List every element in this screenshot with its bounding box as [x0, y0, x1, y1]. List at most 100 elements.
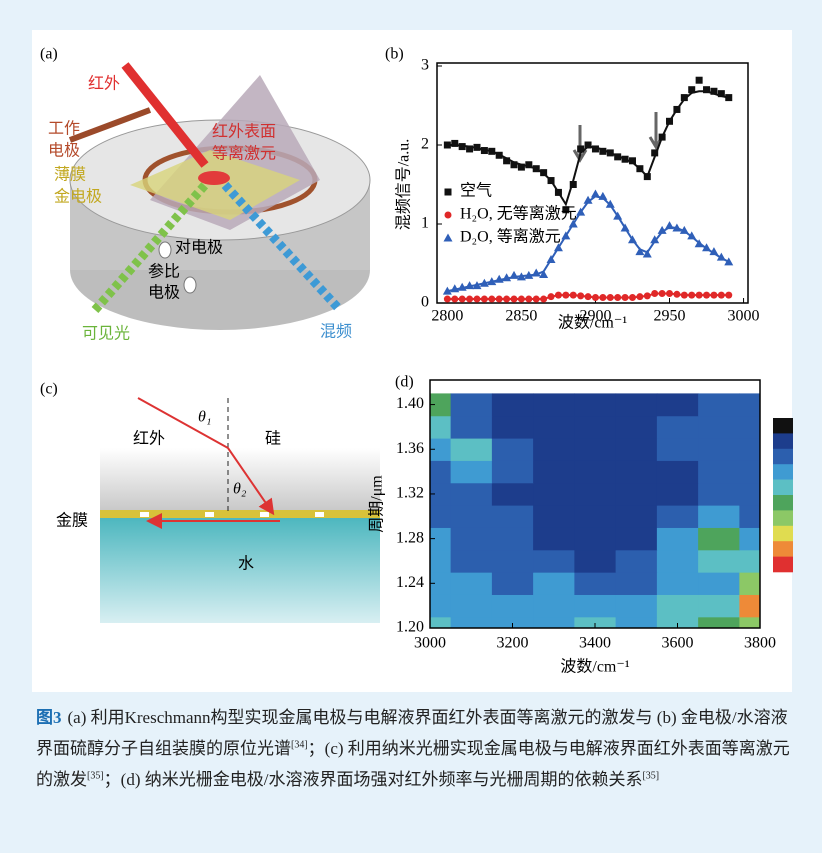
point: [496, 296, 503, 303]
point: [525, 296, 532, 303]
point: [666, 118, 673, 125]
reference: [35]: [642, 770, 659, 781]
contour-cell: [574, 393, 616, 416]
contour-cell: [698, 460, 740, 483]
contour-cell: [533, 483, 575, 506]
point: [444, 296, 451, 303]
contour-cell: [574, 483, 616, 506]
contour-cell: [698, 572, 740, 595]
contour-cell: [657, 594, 699, 617]
point: [533, 165, 540, 172]
y-tick-label: 1.36: [396, 440, 424, 457]
contour-cell: [533, 527, 575, 550]
point: [533, 296, 540, 303]
contour-cell: [533, 438, 575, 461]
point: [622, 156, 629, 163]
point: [466, 145, 473, 152]
contour-cell: [533, 594, 575, 617]
point: [599, 148, 606, 155]
point: [718, 292, 725, 299]
colorbar-cell: [773, 510, 793, 526]
point: [473, 296, 480, 303]
point: [548, 177, 555, 184]
point: [459, 296, 466, 303]
point: [562, 292, 569, 299]
hole: [184, 277, 196, 293]
label: 等离激元: [212, 145, 276, 163]
colorbar-cell: [773, 433, 793, 449]
contour-cell: [616, 527, 658, 550]
point: [644, 292, 651, 299]
colorbar-cell: [773, 449, 793, 465]
contour-cell: [574, 527, 616, 550]
point: [548, 293, 555, 300]
contour-cell: [574, 572, 616, 595]
contour-cell: [616, 572, 658, 595]
contour-cell: [698, 527, 740, 550]
label: 电极: [48, 142, 80, 160]
label: 电极: [148, 284, 180, 302]
point: [710, 88, 717, 95]
point: [503, 296, 510, 303]
point: [696, 292, 703, 299]
y-tick-label: 1.24: [396, 574, 424, 591]
contour-cell: [451, 527, 493, 550]
point: [570, 181, 577, 188]
point: [496, 152, 503, 159]
point: [622, 294, 629, 301]
point: [718, 90, 725, 97]
contour-cell: [533, 505, 575, 528]
point: [614, 153, 621, 160]
x-tick-label: 3000: [414, 635, 446, 652]
label: θ₁: [198, 409, 211, 426]
contour-cell: [451, 572, 493, 595]
figure: (a) 红外 工作 电极 红外表面 等离激元 薄膜 金电极 对电极 参比 电极 …: [0, 0, 822, 700]
panel-tag: (d): [395, 374, 414, 391]
point: [607, 149, 614, 156]
point: [599, 294, 606, 301]
colorbar-cell: [773, 557, 793, 573]
label: 金膜: [56, 512, 88, 530]
contour-cell: [657, 483, 699, 506]
x-tick-label: 3200: [497, 635, 529, 652]
contour-cell: [698, 550, 740, 573]
point: [688, 292, 695, 299]
contour-cell: [698, 483, 740, 506]
point: [570, 292, 577, 299]
point: [481, 147, 488, 154]
contour-cell: [657, 550, 699, 573]
point: [451, 296, 458, 303]
contour-cell: [492, 527, 534, 550]
slit: [315, 512, 324, 517]
slit: [260, 512, 269, 517]
contour-cell: [492, 505, 534, 528]
point: [466, 296, 473, 303]
point: [459, 143, 466, 150]
caption: 图3(a) 利用Kreschmann构型实现金属电极与电解液界面红外表面等离激元…: [36, 702, 792, 795]
contour-cell: [533, 460, 575, 483]
y-tick-label: 2: [421, 136, 429, 153]
point: [703, 86, 710, 93]
point: [673, 291, 680, 298]
y-tick-label: 1: [421, 215, 429, 232]
colorbar-cell: [773, 480, 793, 496]
point: [555, 189, 562, 196]
legend-marker: [445, 189, 452, 196]
contour-cell: [451, 460, 493, 483]
contour-cell: [616, 483, 658, 506]
point: [696, 77, 703, 84]
point: [666, 290, 673, 297]
contour-cell: [616, 460, 658, 483]
x-axis-label: 波数/cm⁻¹: [560, 658, 629, 676]
point: [518, 164, 525, 171]
contour-cell: [492, 438, 534, 461]
contour-cell: [533, 572, 575, 595]
point: [681, 292, 688, 299]
contour-cell: [451, 438, 493, 461]
y-axis-label: 周期/μm: [368, 475, 386, 533]
x-tick-label: 2950: [654, 308, 686, 325]
x-tick-label: 3800: [744, 635, 776, 652]
point: [488, 296, 495, 303]
point: [511, 161, 518, 168]
legend-label: D₂O, 等离激元: [460, 228, 561, 246]
